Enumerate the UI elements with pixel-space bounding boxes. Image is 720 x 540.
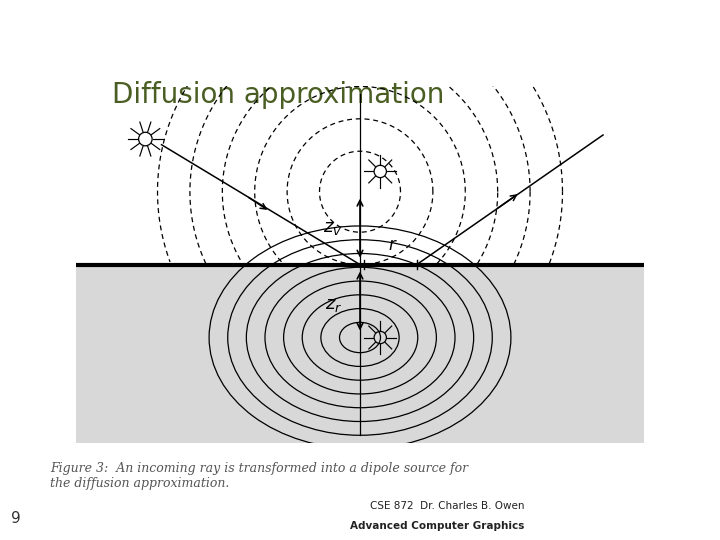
Text: U N I V E R S I T Y: U N I V E R S I T Y	[590, 522, 656, 531]
Text: 9: 9	[11, 511, 21, 525]
Text: $r$: $r$	[387, 236, 397, 254]
Bar	[76, 265, 644, 443]
Text: Advanced Computer Graphics: Advanced Computer Graphics	[350, 522, 524, 531]
Text: MICHIGAN STATE: MICHIGAN STATE	[577, 503, 669, 514]
Text: Diffusion approximation: Diffusion approximation	[112, 82, 445, 110]
Text: CSE 872  Dr. Charles B. Owen: CSE 872 Dr. Charles B. Owen	[369, 501, 524, 511]
Text: $z_r$: $z_r$	[325, 296, 342, 314]
Text: Figure 3:  An incoming ray is transformed into a dipole source for
the diffusion: Figure 3: An incoming ray is transformed…	[50, 462, 469, 490]
Text: $z_v$: $z_v$	[323, 219, 342, 237]
